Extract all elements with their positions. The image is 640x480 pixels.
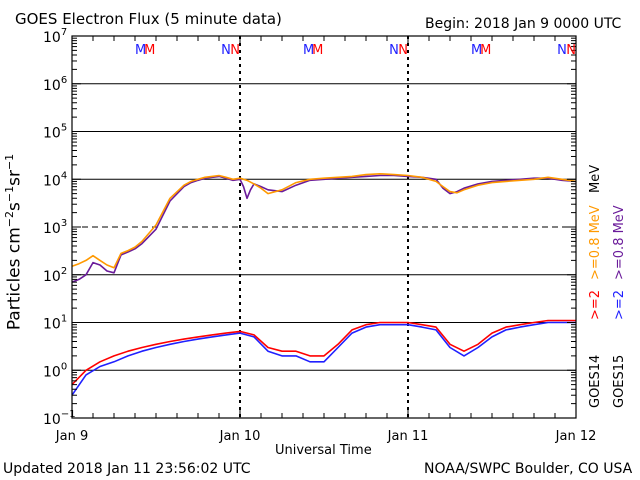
legend-mev-top: MeV — [588, 165, 603, 193]
x-axis-label: Universal Time — [275, 443, 372, 458]
legend-goes14-08: >=0.8 MeV — [588, 205, 603, 280]
top-marker: N — [566, 43, 576, 58]
y-tick-label: 101 — [43, 314, 67, 333]
top-marker: M — [480, 43, 491, 58]
top-marker: N — [389, 43, 399, 58]
top-marker: M — [303, 43, 314, 58]
y-axis-label: Particles cm−2s−1sr−1 — [3, 153, 25, 331]
y-tick-label: 10−1 — [43, 409, 76, 428]
legend-goes15-08: >=0.8 MeV — [612, 205, 627, 280]
x-tick-label: Jan 9 — [55, 429, 88, 444]
top-marker: M — [135, 43, 146, 58]
x-tick-label: Jan 12 — [555, 429, 597, 444]
series-line-3 — [71, 319, 576, 386]
y-tick-label: 105 — [43, 123, 67, 142]
credit: NOAA/SWPC Boulder, CO USA — [424, 461, 633, 477]
y-tick-label: 107 — [43, 27, 67, 46]
x-tick-label: Jan 10 — [219, 429, 261, 444]
grid-lines — [72, 35, 576, 419]
series-line-1 — [71, 173, 577, 269]
series-line-0 — [71, 174, 577, 283]
top-marker: N — [221, 43, 231, 58]
top-marker: M — [312, 43, 323, 58]
y-tick-label: 100 — [43, 361, 67, 380]
legend-goes14: GOES14 — [588, 354, 603, 408]
top-marker: N — [398, 43, 408, 58]
series-group — [71, 173, 577, 396]
legend-goes15-2: >=2 — [612, 289, 627, 320]
legend-goes14-2: >=2 — [588, 289, 603, 320]
top-marker: N — [230, 43, 240, 58]
top-marker: N — [557, 43, 567, 58]
y-tick-label: 102 — [43, 266, 67, 285]
updated-time: Updated 2018 Jan 11 23:56:02 UTC — [3, 461, 251, 477]
begin-time: Begin: 2018 Jan 9 0000 UTC — [425, 16, 622, 32]
legend-goes15: GOES15 — [612, 354, 627, 408]
y-tick-label: 104 — [43, 170, 67, 189]
chart-title: GOES Electron Flux (5 minute data) — [15, 10, 282, 28]
series-line-2 — [71, 321, 576, 396]
top-marker: M — [471, 43, 482, 58]
y-tick-label: 106 — [43, 75, 67, 94]
legend-unit-mev: MeV — [588, 164, 603, 193]
axis-ticks: 10−1 100 101 102 103 104 105 106 107 Jan 9 Jan 10 J… — [43, 27, 596, 444]
top-marker: M — [144, 43, 155, 58]
x-tick-label: Jan 11 — [387, 429, 429, 444]
y-tick-label: 103 — [43, 218, 67, 237]
